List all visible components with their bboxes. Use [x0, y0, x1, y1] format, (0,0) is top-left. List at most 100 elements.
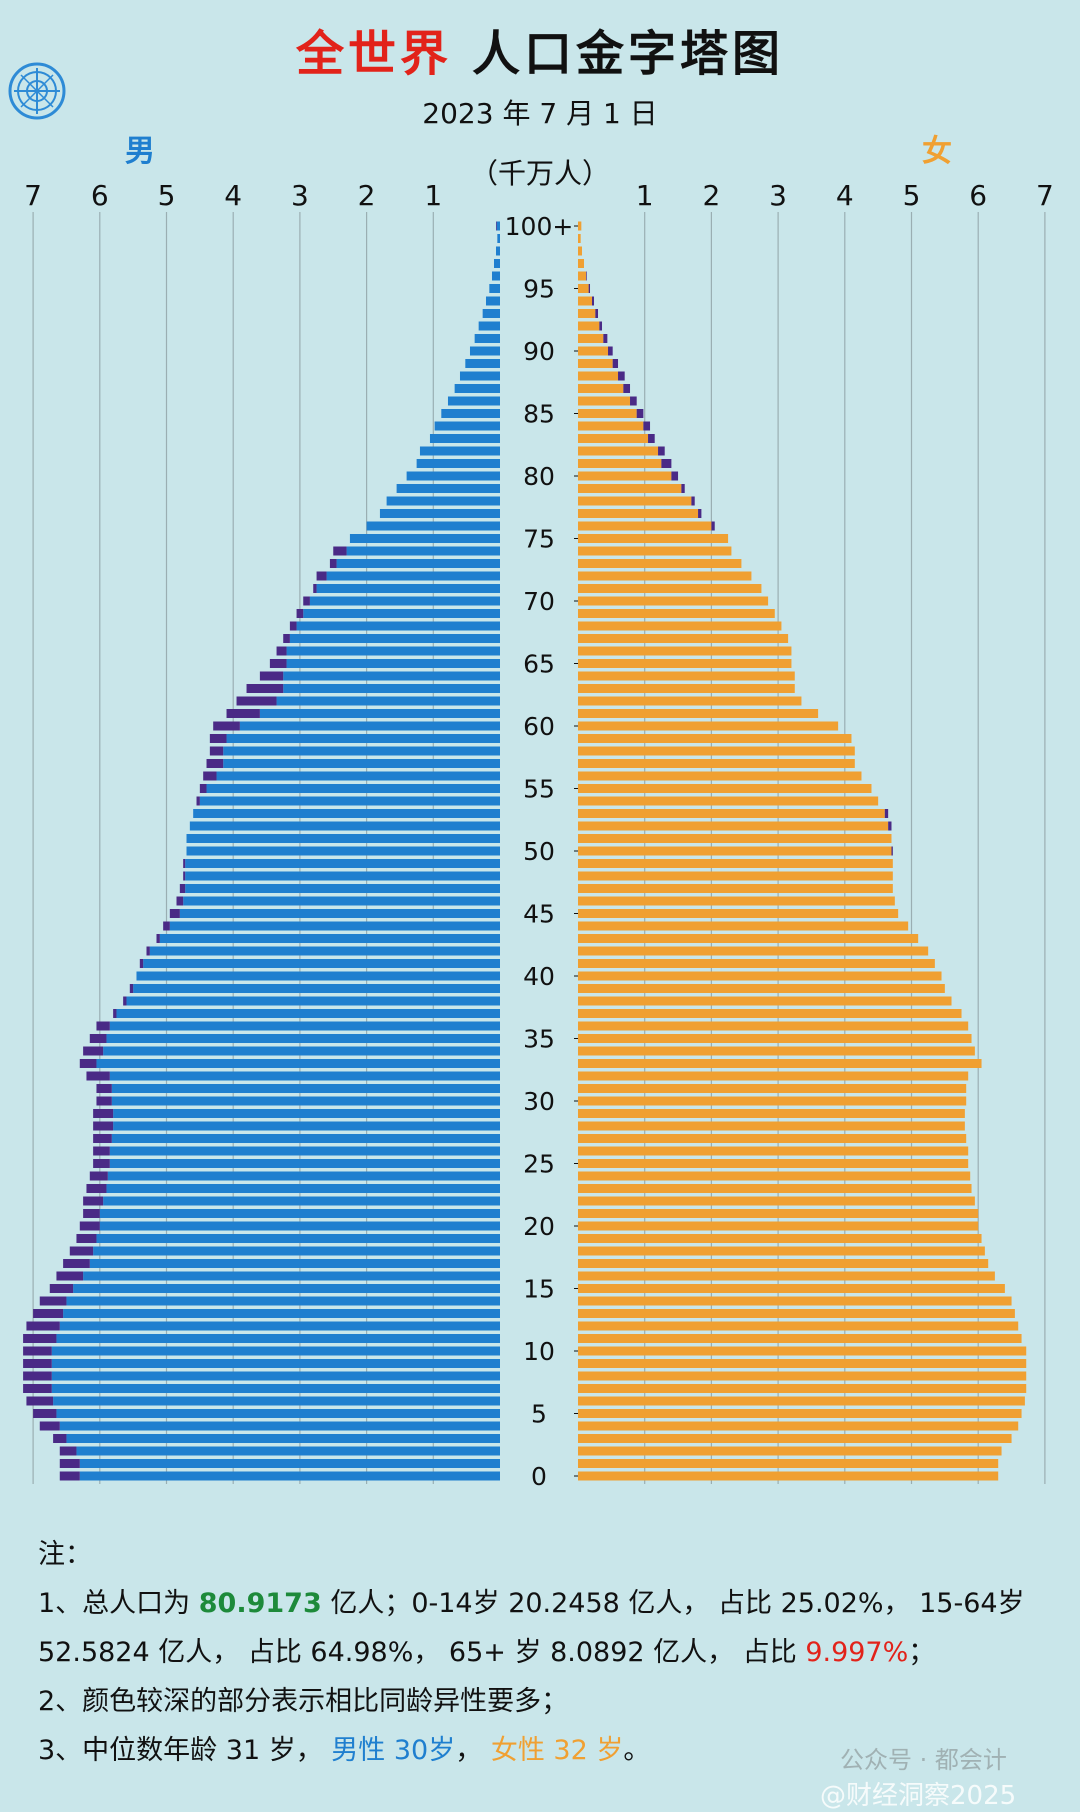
- age-tick-label: 15: [523, 1275, 555, 1304]
- female-bar: [578, 409, 637, 418]
- male-bar: [106, 1184, 500, 1193]
- x-tick-label: 1: [636, 179, 654, 212]
- female-surplus-bar: [586, 271, 587, 281]
- female-surplus-bar: [612, 359, 619, 368]
- male-bar: [478, 321, 500, 331]
- male-surplus-bar: [23, 1334, 57, 1343]
- male-bar: [66, 1434, 500, 1443]
- female-bar: [578, 346, 609, 356]
- female-bar: [578, 1034, 972, 1043]
- male-median-age: 男性 30岁: [331, 1735, 456, 1766]
- male-surplus-bar: [259, 671, 284, 681]
- male-surplus-bar: [495, 221, 497, 231]
- female-bar: [578, 721, 839, 731]
- female-bar: [578, 796, 879, 806]
- male-surplus-bar: [226, 709, 260, 718]
- x-tick-label: 4: [836, 179, 854, 212]
- male-surplus-bar: [23, 1346, 52, 1356]
- female-bar: [578, 1421, 1019, 1431]
- male-surplus-bar: [283, 634, 290, 643]
- male-bar: [429, 434, 500, 443]
- male-surplus-bar: [33, 1409, 57, 1418]
- female-bar: [578, 1384, 1027, 1393]
- female-bar: [578, 284, 589, 293]
- female-bar: [578, 1396, 1025, 1406]
- female-bar: [578, 221, 582, 231]
- female-bar: [578, 309, 596, 318]
- male-surplus-bar: [156, 934, 160, 943]
- title-red-part: 全世界: [295, 26, 452, 82]
- female-bar: [578, 696, 802, 706]
- female-bar: [578, 359, 613, 368]
- female-bar: [578, 1184, 972, 1193]
- note-line-2-a: 52.5824 亿人， 占比 64.98%， 65+ 岁 8.0892 亿人， …: [38, 1637, 806, 1668]
- male-bar: [447, 396, 500, 406]
- male-bar: [495, 246, 500, 256]
- male-bar: [59, 1321, 500, 1331]
- female-bar: [578, 809, 885, 818]
- note-line-4-end: 。: [623, 1735, 651, 1766]
- female-surplus-bar: [681, 484, 685, 493]
- male-bar: [185, 859, 500, 868]
- female-bar: [578, 834, 892, 843]
- female-bar: [578, 1409, 1022, 1418]
- female-bar: [578, 259, 585, 268]
- male-bar: [441, 409, 500, 418]
- female-bar: [578, 1121, 965, 1131]
- female-bar: [578, 734, 852, 743]
- female-bar: [578, 1021, 969, 1031]
- population-pyramid-chart: 7 6 5 4 3 2 1 1 2 3 4 5 6 705101520253035404550556065…: [23, 179, 1054, 1491]
- female-bar: [578, 1059, 982, 1068]
- male-surplus-bar: [39, 1421, 60, 1431]
- age-tick-label: 45: [523, 900, 555, 929]
- male-surplus-bar: [53, 1434, 67, 1443]
- male-bar: [56, 1409, 500, 1418]
- female-surplus-bar: [595, 309, 599, 318]
- male-bar: [126, 996, 500, 1006]
- male-bar: [159, 934, 500, 943]
- male-surplus-bar: [276, 646, 287, 656]
- male-bar: [336, 559, 500, 568]
- female-surplus-bar: [648, 434, 655, 443]
- male-surplus-bar: [83, 1196, 104, 1206]
- male-surplus-bar: [206, 759, 224, 768]
- male-bar: [111, 1096, 500, 1106]
- male-bar: [283, 671, 500, 681]
- x-tick-label: 5: [158, 179, 176, 212]
- male-bar: [109, 1146, 501, 1156]
- male-surplus-bar: [313, 584, 317, 593]
- age-tick-label: 85: [523, 400, 555, 429]
- male-bar: [113, 1109, 500, 1118]
- female-bar: [578, 1159, 969, 1168]
- female-surplus-bar: [891, 846, 893, 856]
- note-line-2: 52.5824 亿人， 占比 64.98%， 65+ 岁 8.0892 亿人， …: [38, 1628, 1048, 1677]
- male-bar: [493, 259, 500, 268]
- female-bar: [578, 234, 581, 243]
- female-bar: [578, 596, 769, 606]
- female-surplus-bar: [643, 421, 651, 431]
- male-surplus-bar: [176, 896, 184, 906]
- male-bar: [96, 1059, 500, 1068]
- female-bar: [578, 1046, 975, 1056]
- male-bar: [239, 721, 500, 731]
- male-surplus-bar: [56, 1271, 84, 1281]
- note-line-1-a: 1、总人口为: [38, 1588, 199, 1619]
- male-bar: [416, 459, 500, 468]
- female-bar: [578, 821, 889, 831]
- male-bar: [309, 596, 500, 606]
- male-bar: [149, 946, 500, 956]
- age-tick-label: 65: [523, 650, 555, 679]
- note-line-1: 1、总人口为 80.9173 亿人；0-14岁 20.2458 亿人， 占比 2…: [38, 1579, 1048, 1628]
- male-surplus-bar: [69, 1246, 94, 1256]
- female-bar: [578, 571, 752, 581]
- age-tick-label: 35: [523, 1025, 555, 1054]
- female-bar: [578, 1221, 979, 1231]
- male-surplus-bar: [23, 1384, 52, 1393]
- female-bar: [578, 959, 935, 968]
- male-surplus-bar: [96, 1021, 110, 1031]
- female-bar: [578, 1246, 985, 1256]
- male-bar: [206, 784, 500, 793]
- female-bar: [578, 1321, 1019, 1331]
- male-bar: [454, 384, 500, 393]
- male-surplus-bar: [236, 696, 277, 706]
